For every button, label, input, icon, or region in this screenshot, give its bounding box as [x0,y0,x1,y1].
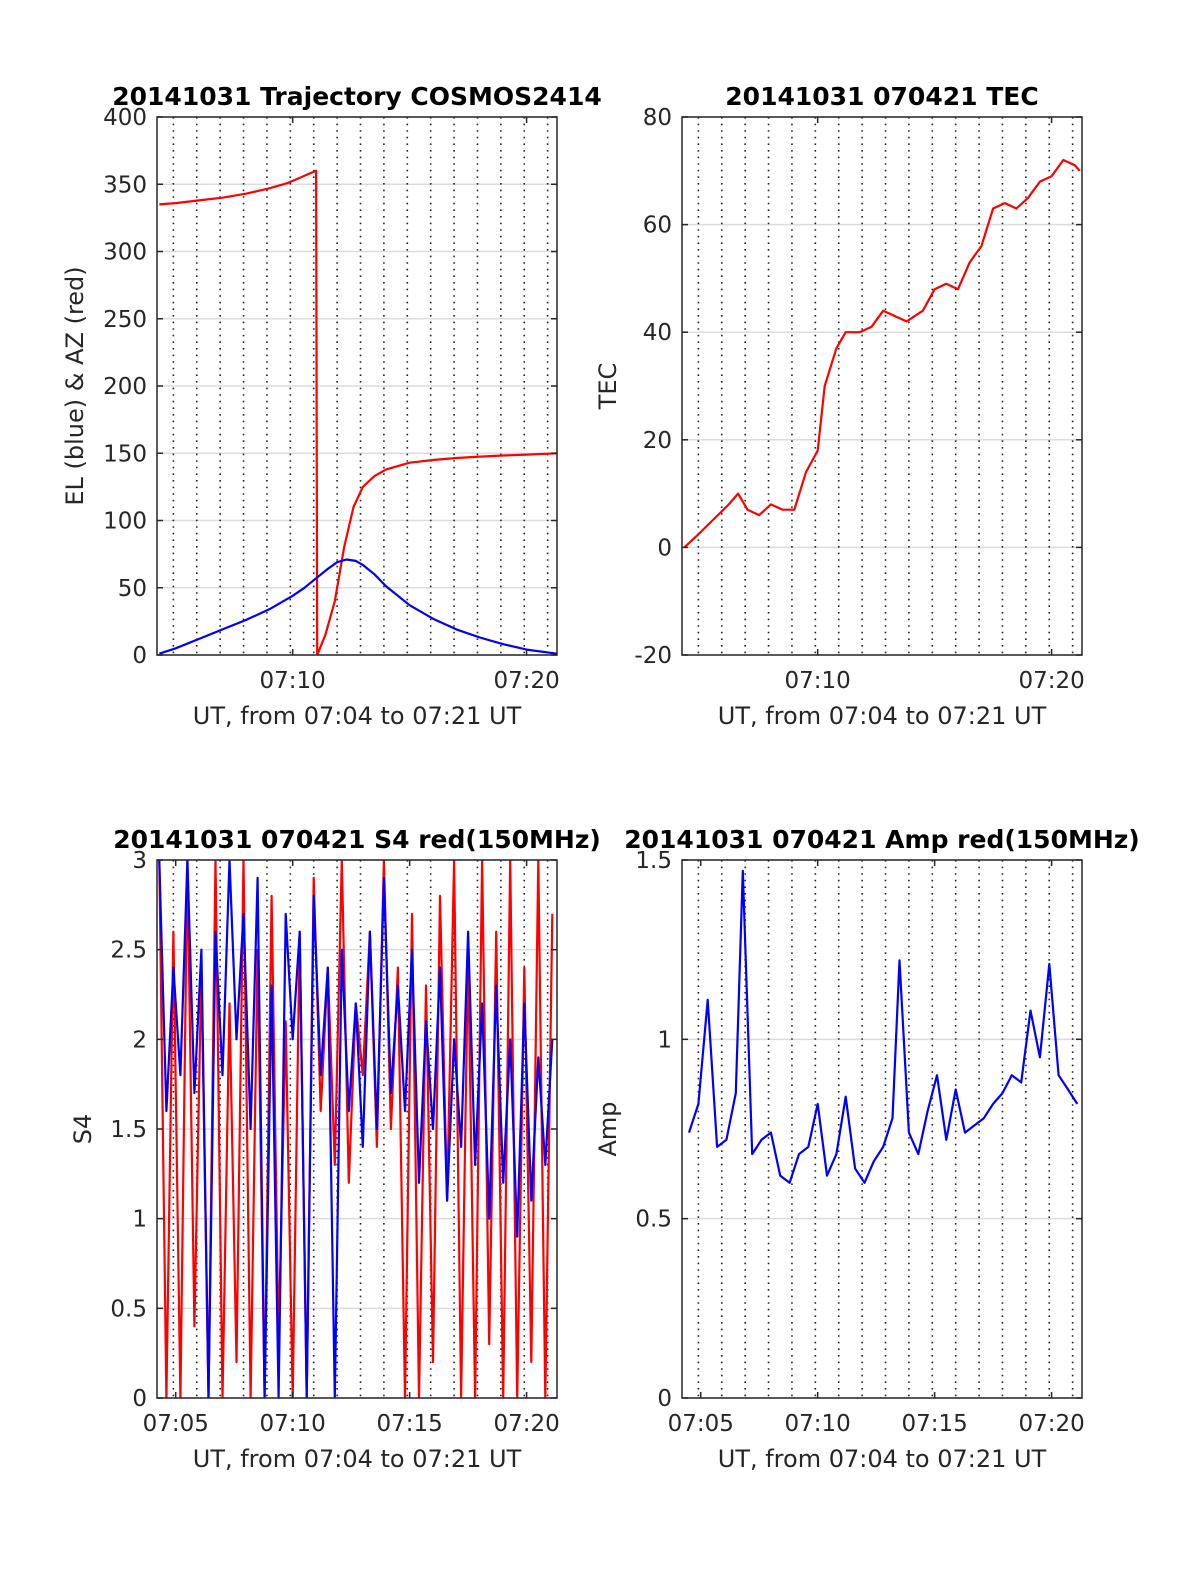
chart-title: 20141031 070421 S4 red(150MHz) [113,825,601,854]
y-tick-label: 50 [118,576,147,602]
x-tick-label: 07:15 [376,1411,442,1437]
chart-title: 20141031 070421 TEC [725,82,1038,111]
y-tick-label: 20 [643,428,672,454]
y-tick-label: 1 [132,1207,147,1233]
x-tick-label: 07:20 [493,1411,559,1437]
x-axis-label: UT, from 07:04 to 07:21 UT [193,1445,522,1473]
y-tick-label: 0 [657,1386,672,1412]
y-tick-label: 0 [132,643,147,669]
y-axis-label: S4 [69,1114,97,1145]
x-tick-label: 07:20 [1018,668,1084,694]
y-tick-label: 1.5 [110,1117,147,1143]
axes-frame [681,116,1083,656]
y-tick-label: -20 [634,643,672,669]
x-tick-label: 07:05 [668,1411,734,1437]
y-tick-label: 350 [103,172,147,198]
axes-trajectory: 0 50 100 150 200 250 300 350 400 07:10 07:20 201410… [61,82,602,730]
x-tick-label: 07:10 [260,1411,326,1437]
y-axis-label: TEC [594,363,622,411]
x-tick-label: 07:15 [901,1411,967,1437]
series-line-2 [158,860,554,1398]
x-tick-label: 07:10 [785,668,851,694]
x-tick-label: 07:20 [1018,1411,1084,1437]
y-tick-label: 3 [132,848,147,874]
y-tick-label: 200 [103,374,147,400]
chart-title: 20141031 070421 Amp red(150MHz) [624,825,1140,854]
chart-title: 20141031 Trajectory COSMOS2414 [112,82,602,111]
y-tick-label: 150 [103,441,147,467]
y-axis-label: EL (blue) & AZ (red) [61,266,89,505]
series-line-1 [687,869,1079,1184]
y-tick-label: 250 [103,307,147,333]
series-line-1 [683,158,1081,549]
y-tick-label: 1.5 [635,848,672,874]
y-tick-label: 60 [643,213,672,239]
x-tick-label: 07:05 [143,1411,209,1437]
axes-frame [681,859,1083,1399]
y-tick-label: 40 [643,320,672,346]
plot-area [682,860,1082,1398]
plot-area [682,117,1082,655]
y-axis-label: Amp [594,1101,622,1156]
y-tick-label: 2.5 [110,938,147,964]
x-tick-label: 07:10 [260,668,326,694]
y-tick-label: 2 [132,1027,147,1053]
axes-s4: 0 0.5 1 1.5 2 2.5 3 07:05 07:10 07:15 07:20 2014103… [69,825,601,1473]
y-tick-label: 1 [657,1027,672,1053]
axes-tec: -20 0 20 40 60 80 07:10 07:20 20141031 070421 TE… [594,82,1085,730]
y-tick-label: 300 [103,240,147,266]
series-line-2 [158,558,557,655]
y-tick-label: 0.5 [110,1296,147,1322]
series-line-1 [159,169,557,655]
x-axis-label: UT, from 07:04 to 07:21 UT [718,702,1047,730]
y-tick-label: 400 [103,105,147,131]
y-tick-label: 0 [132,1386,147,1412]
x-axis-label: UT, from 07:04 to 07:21 UT [193,702,522,730]
x-axis-label: UT, from 07:04 to 07:21 UT [718,1445,1047,1473]
y-tick-label: 100 [103,509,147,535]
axes-amp: 0 0.5 1 1.5 07:05 07:10 07:15 07:20 20141031 070… [594,825,1140,1473]
y-tick-label: 0.5 [635,1207,672,1233]
y-tick-label: 80 [643,105,672,131]
y-tick-label: 0 [657,535,672,561]
x-tick-label: 07:20 [493,668,559,694]
x-tick-label: 07:10 [785,1411,851,1437]
